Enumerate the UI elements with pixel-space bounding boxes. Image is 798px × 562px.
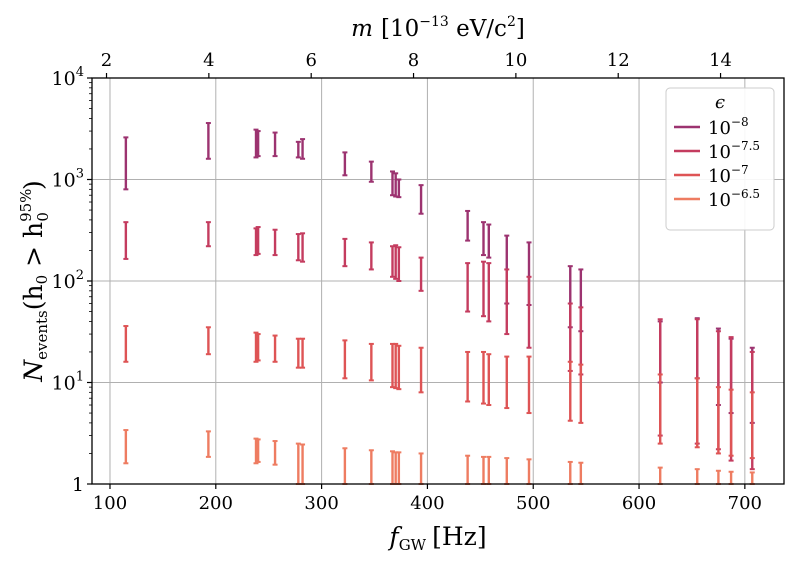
top-tick-label: 6 — [305, 50, 316, 71]
legend-label: 10−6.5 — [708, 187, 760, 211]
top-tick-label: 10 — [504, 50, 527, 71]
legend-label: 10−8 — [708, 115, 749, 139]
y-label-paren: (h — [19, 284, 48, 310]
y-tick-label: 101 — [52, 370, 84, 395]
axis-ticks: 100 200 300 400 500 600 700 2 4 6 8 10 12 14 1 101 102 10… — [52, 50, 762, 514]
y-label-close: ) — [19, 180, 48, 190]
x-tick-label: 100 — [93, 493, 127, 514]
series-2 — [123, 325, 755, 460]
legend-box — [665, 87, 775, 231]
legend: ϵ 10−810−7.510−710−6.5 — [665, 87, 775, 231]
x-label-symbol: f — [387, 522, 402, 551]
series-3 — [123, 429, 755, 485]
legend-title: ϵ — [715, 92, 725, 113]
error-bars — [123, 122, 755, 485]
y-label-subscript: events — [33, 310, 51, 360]
top-label-unit: [10 — [381, 16, 419, 42]
x-tick-label: 200 — [199, 493, 233, 514]
top-label-close: ] — [516, 16, 525, 42]
x-tick-label: 600 — [622, 493, 656, 514]
top-label-exponent2: 2 — [507, 14, 516, 30]
x-tick-label: 700 — [728, 493, 762, 514]
y-label-sub2: 0 — [33, 275, 51, 285]
top-tick-label: 12 — [607, 50, 630, 71]
legend-entries: 10−810−7.510−710−6.5 — [674, 115, 760, 211]
legend-label: 10−7 — [708, 163, 749, 187]
y-label-sup3: 95% — [17, 189, 35, 222]
x-axis-label: fGW [Hz] — [387, 522, 486, 554]
y-label-sub3: 0 — [34, 212, 52, 222]
top-label-unit2: eV/c — [449, 16, 507, 42]
x-tick-label: 500 — [516, 493, 550, 514]
x-tick-label: 300 — [304, 493, 338, 514]
top-label-exponent: −13 — [419, 14, 449, 30]
y-tick-label: 102 — [52, 268, 84, 293]
top-tick-label: 14 — [709, 50, 732, 71]
y-tick-label: 104 — [52, 65, 84, 90]
x-tick-label: 400 — [410, 493, 444, 514]
top-tick-label: 2 — [101, 50, 112, 71]
y-tick-label: 103 — [52, 167, 84, 192]
x-label-unit: [Hz] — [432, 522, 486, 551]
y-tick-label: 1 — [72, 474, 84, 496]
x-label-subscript: GW — [399, 536, 427, 554]
top-tick-label: 8 — [408, 50, 419, 71]
legend-label: 10−7.5 — [708, 139, 760, 163]
top-axis-label: m [10−13 eV/c2] — [351, 14, 525, 42]
top-tick-label: 4 — [203, 50, 214, 71]
y-axis-label: Nevents(h0 > h95%0) — [17, 180, 52, 383]
y-label-symbol: N — [19, 359, 48, 383]
top-label-symbol: m — [351, 16, 373, 42]
y-label-gt: > h — [19, 222, 48, 275]
